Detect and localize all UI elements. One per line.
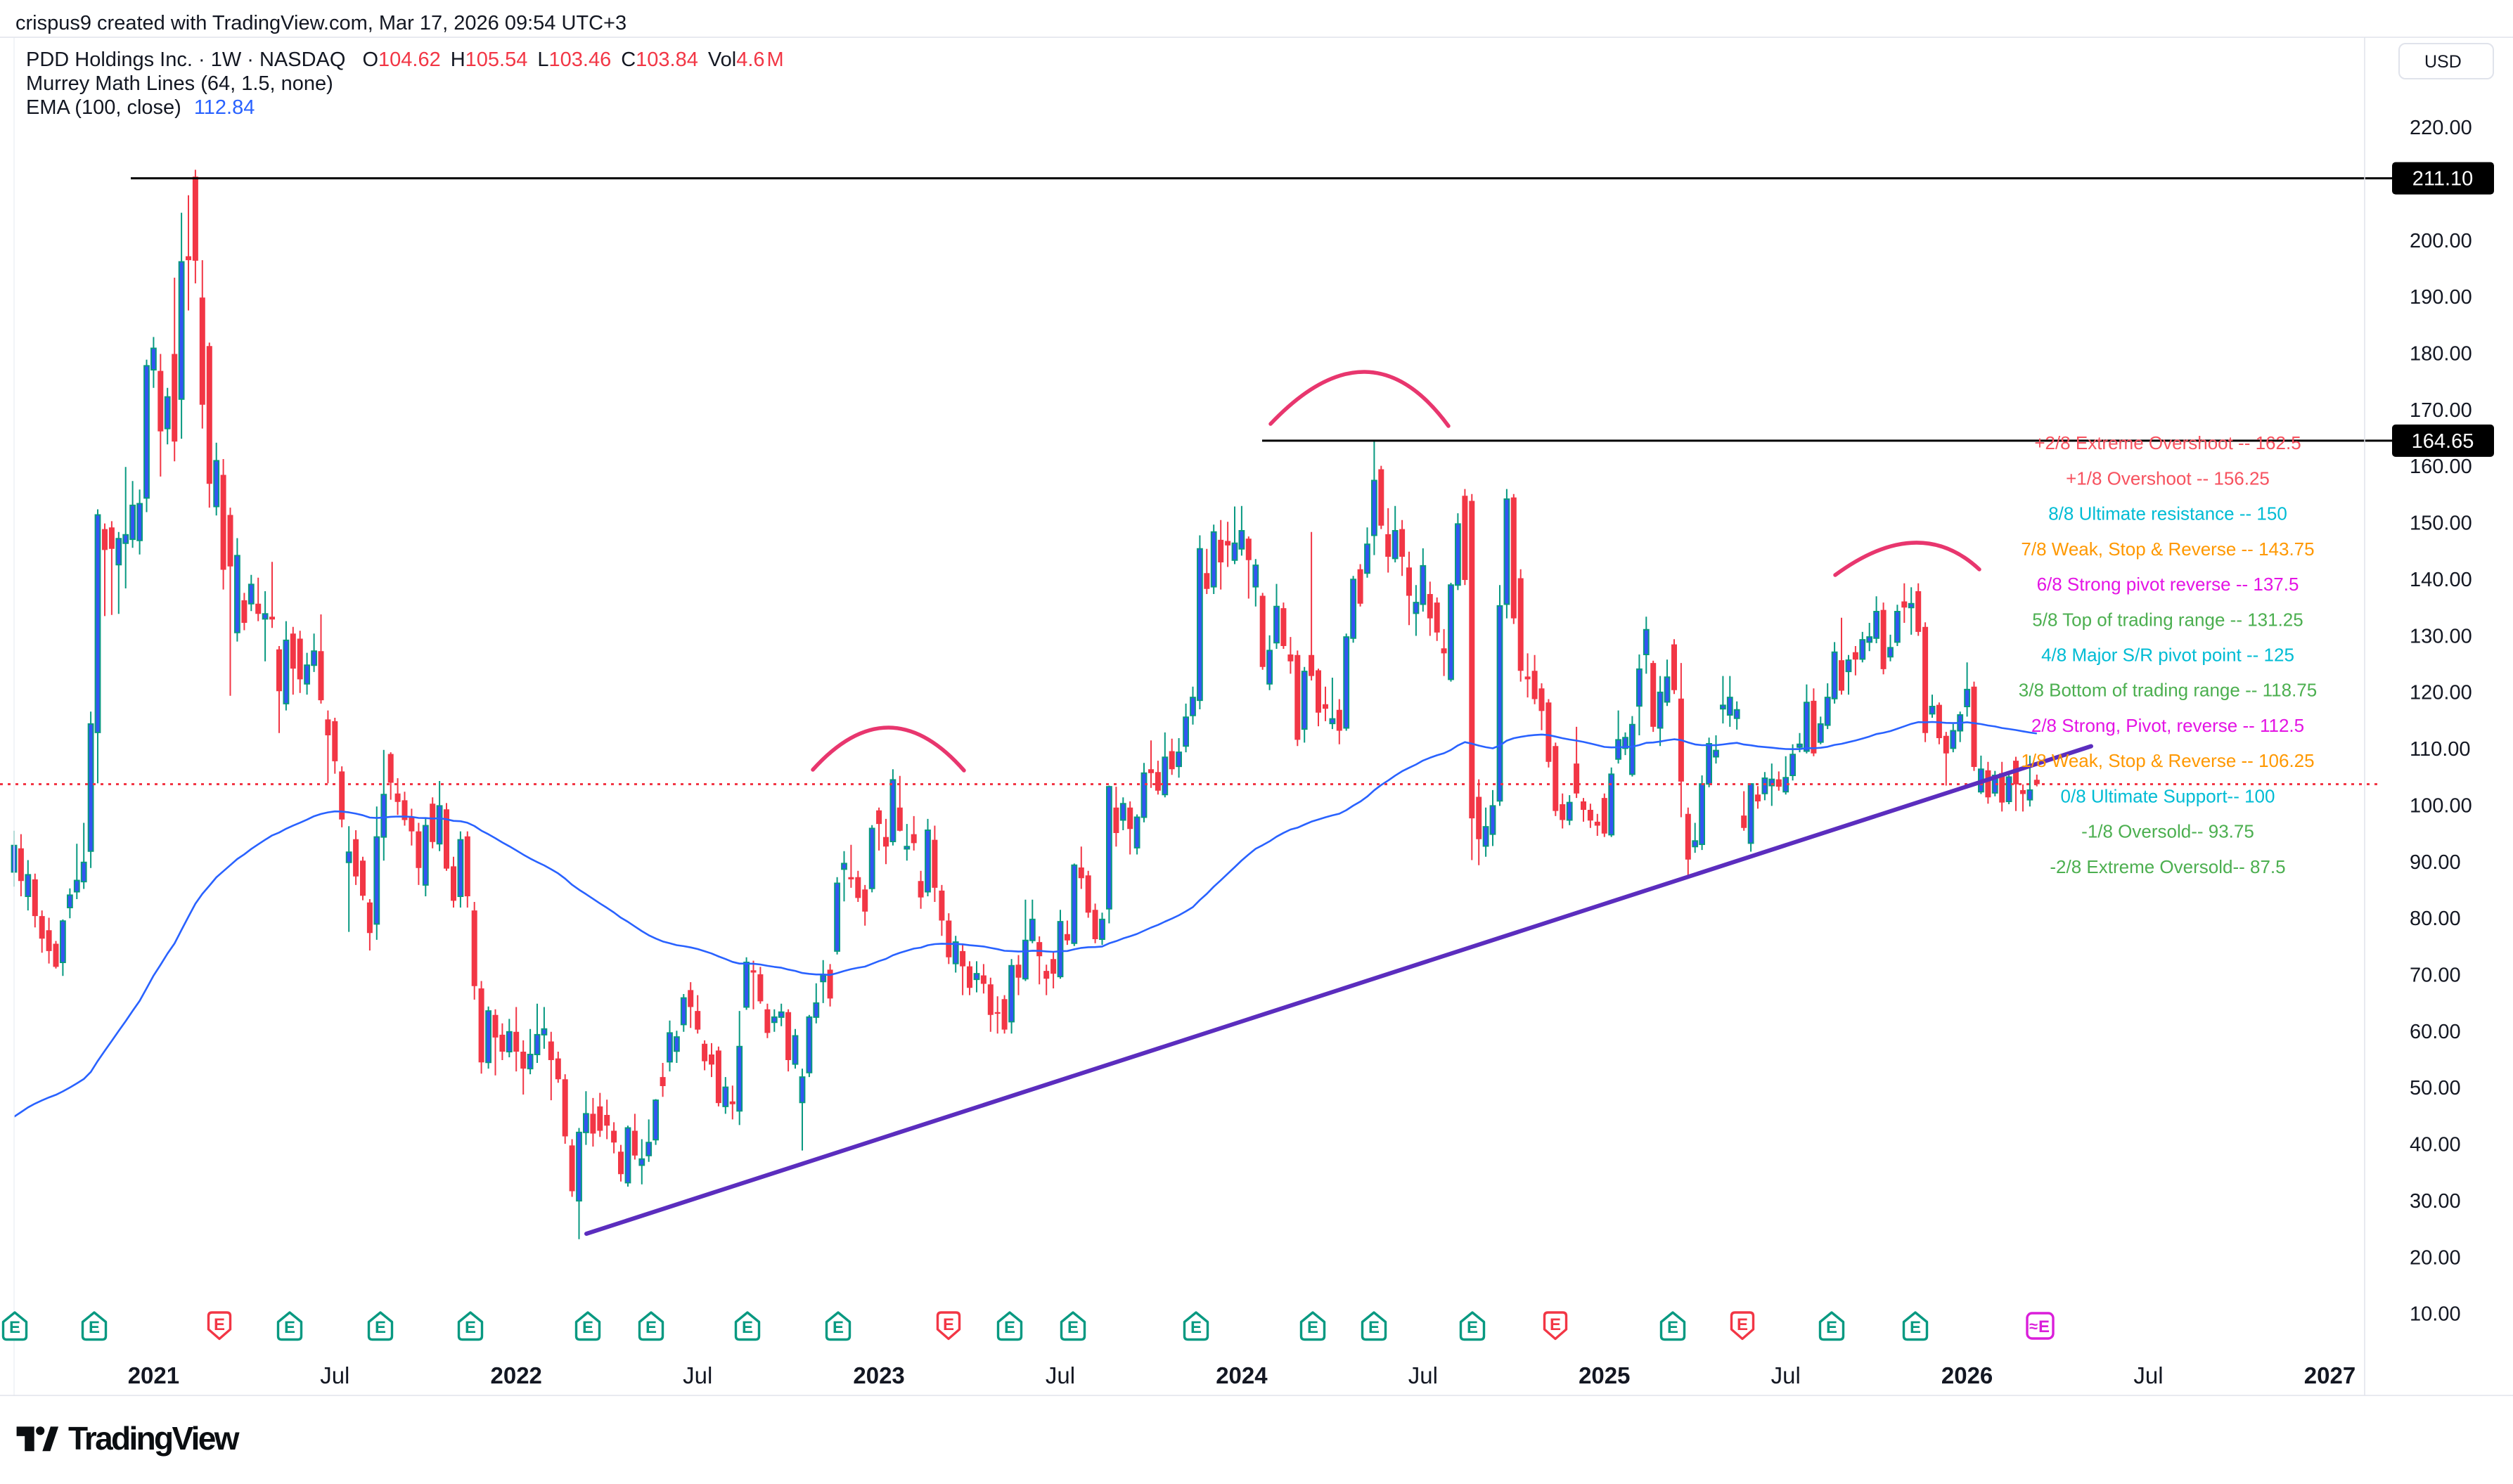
svg-text:30.00: 30.00 <box>2410 1190 2461 1213</box>
svg-text:211.10: 211.10 <box>2412 168 2474 191</box>
svg-text:E: E <box>1067 1318 1079 1337</box>
svg-text:50.00: 50.00 <box>2410 1077 2461 1099</box>
svg-text:-2/8 Extreme Oversold-- 87.5: -2/8 Extreme Oversold-- 87.5 <box>2050 856 2285 877</box>
svg-text:1/8 Weak, Stop & Reverse -- 1: 1/8 Weak, Stop & Reverse -- 106.25 <box>2021 750 2314 771</box>
svg-text:-1/8 Oversold-- 93.75: -1/8 Oversold-- 93.75 <box>2081 821 2254 842</box>
svg-text:100.00: 100.00 <box>2410 794 2472 817</box>
svg-text:60.00: 60.00 <box>2410 1021 2461 1043</box>
svg-text:E: E <box>833 1318 844 1337</box>
svg-text:90.00: 90.00 <box>2410 851 2461 874</box>
svg-text:E: E <box>1467 1318 1478 1337</box>
svg-text:PDD Holdings Inc. · 1W · NASDA: PDD Holdings Inc. · 1W · NASDAQ O104.62 H1… <box>26 49 784 71</box>
svg-text:170.00: 170.00 <box>2410 399 2472 422</box>
svg-text:E: E <box>1368 1318 1380 1337</box>
svg-text:2026: 2026 <box>1941 1362 1993 1388</box>
svg-text:E: E <box>582 1318 593 1337</box>
svg-text:5/8 Top of trading range -- 1: 5/8 Top of trading range -- 131.25 <box>2032 609 2303 630</box>
svg-text:2/8 Strong, Pivot, reverse --: 2/8 Strong, Pivot, reverse -- 112.5 <box>2031 715 2304 736</box>
svg-text:E: E <box>2038 1317 2050 1336</box>
svg-text:EMA (100, close)112.84: EMA (100, close) 112.84 <box>26 96 255 119</box>
svg-text:Jul: Jul <box>2133 1362 2163 1388</box>
svg-text:E: E <box>645 1318 657 1337</box>
svg-text:E: E <box>465 1318 476 1337</box>
svg-text:TradingView: TradingView <box>68 1420 240 1457</box>
svg-text:20.00: 20.00 <box>2410 1246 2461 1269</box>
svg-text:70.00: 70.00 <box>2410 964 2461 987</box>
svg-text:164.65: 164.65 <box>2412 430 2474 453</box>
svg-text:Jul: Jul <box>1408 1362 1438 1388</box>
svg-text:6/8 Strong pivot reverse -- 1: 6/8 Strong pivot reverse -- 137.5 <box>2037 574 2299 595</box>
svg-text:E: E <box>1004 1318 1015 1337</box>
svg-text:E: E <box>9 1318 20 1337</box>
svg-text:crispus9 created with TradingV: crispus9 created with TradingView.com, M… <box>15 12 626 34</box>
svg-text:E: E <box>1550 1315 1561 1334</box>
svg-text:2022: 2022 <box>490 1362 541 1388</box>
svg-text:190.00: 190.00 <box>2410 286 2472 309</box>
svg-text:130.00: 130.00 <box>2410 625 2472 647</box>
svg-text:Jul: Jul <box>1046 1362 1075 1388</box>
svg-text:2021: 2021 <box>128 1362 179 1388</box>
svg-text:110.00: 110.00 <box>2410 738 2471 761</box>
svg-text:E: E <box>1667 1318 1678 1337</box>
svg-text:220.00: 220.00 <box>2410 117 2472 139</box>
svg-text:180.00: 180.00 <box>2410 343 2472 366</box>
svg-text:40.00: 40.00 <box>2410 1134 2461 1156</box>
svg-text:E: E <box>284 1318 295 1337</box>
svg-text:+2/8 Extreme Overshoot -- 162: +2/8 Extreme Overshoot -- 162.5 <box>2034 432 2301 453</box>
svg-text:E: E <box>1910 1318 1921 1337</box>
svg-text:E: E <box>214 1315 225 1334</box>
svg-text:2027: 2027 <box>2304 1362 2355 1388</box>
svg-text:80.00: 80.00 <box>2410 908 2461 930</box>
svg-text:E: E <box>375 1318 386 1337</box>
svg-text:Jul: Jul <box>1771 1362 1801 1388</box>
svg-text:2024: 2024 <box>1216 1362 1268 1388</box>
svg-text:E: E <box>1737 1315 1748 1334</box>
svg-text:2025: 2025 <box>1579 1362 1630 1388</box>
svg-text:E: E <box>1826 1318 1837 1337</box>
svg-text:160.00: 160.00 <box>2410 456 2472 478</box>
svg-text:10.00: 10.00 <box>2410 1303 2461 1326</box>
svg-text:0/8 Ultimate Support-- 100: 0/8 Ultimate Support-- 100 <box>2061 785 2275 806</box>
svg-text:≈: ≈ <box>2029 1317 2038 1335</box>
svg-text:4/8 Major S/R pivot point --: 4/8 Major S/R pivot point -- 125 <box>2041 645 2294 666</box>
svg-text:E: E <box>89 1318 100 1337</box>
svg-text:8/8 Ultimate resistance -- 15: 8/8 Ultimate resistance -- 150 <box>2048 503 2287 524</box>
svg-text:2023: 2023 <box>853 1362 904 1388</box>
svg-text:200.00: 200.00 <box>2410 230 2472 252</box>
svg-text:E: E <box>742 1318 753 1337</box>
svg-text:+1/8 Overshoot -- 156.25: +1/8 Overshoot -- 156.25 <box>2066 467 2270 489</box>
svg-text:E: E <box>1307 1318 1318 1337</box>
svg-text:E: E <box>943 1315 954 1334</box>
svg-text:USD: USD <box>2424 52 2462 72</box>
svg-text:7/8 Weak, Stop & Reverse -- 1: 7/8 Weak, Stop & Reverse -- 143.75 <box>2021 538 2314 560</box>
svg-text:Jul: Jul <box>320 1362 349 1388</box>
svg-text:E: E <box>1190 1318 1202 1337</box>
svg-text:120.00: 120.00 <box>2410 682 2472 704</box>
svg-text:150.00: 150.00 <box>2410 512 2472 535</box>
svg-text:Jul: Jul <box>683 1362 712 1388</box>
svg-text:Murrey Math Lines (64, 1.5, no: Murrey Math Lines (64, 1.5, none) <box>26 72 333 95</box>
svg-text:140.00: 140.00 <box>2410 569 2472 591</box>
svg-text:3/8 Bottom of trading range --: 3/8 Bottom of trading range -- 118.75 <box>2019 680 2317 701</box>
